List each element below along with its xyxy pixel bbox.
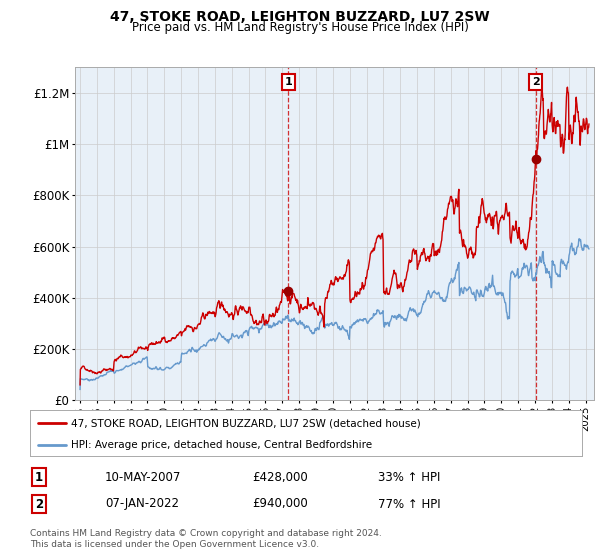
Text: 10-MAY-2007: 10-MAY-2007 [105,470,181,484]
Text: 1: 1 [35,470,43,484]
Text: HPI: Average price, detached house, Central Bedfordshire: HPI: Average price, detached house, Cent… [71,440,373,450]
Text: Price paid vs. HM Land Registry's House Price Index (HPI): Price paid vs. HM Land Registry's House … [131,21,469,34]
Text: 47, STOKE ROAD, LEIGHTON BUZZARD, LU7 2SW: 47, STOKE ROAD, LEIGHTON BUZZARD, LU7 2S… [110,10,490,24]
Text: Contains HM Land Registry data © Crown copyright and database right 2024.
This d: Contains HM Land Registry data © Crown c… [30,529,382,549]
Text: 2: 2 [35,497,43,511]
Text: 77% ↑ HPI: 77% ↑ HPI [378,497,440,511]
Text: 2: 2 [532,77,539,87]
Text: 33% ↑ HPI: 33% ↑ HPI [378,470,440,484]
Text: £428,000: £428,000 [252,470,308,484]
Text: 07-JAN-2022: 07-JAN-2022 [105,497,179,511]
Text: 1: 1 [284,77,292,87]
Text: 47, STOKE ROAD, LEIGHTON BUZZARD, LU7 2SW (detached house): 47, STOKE ROAD, LEIGHTON BUZZARD, LU7 2S… [71,418,421,428]
Text: £940,000: £940,000 [252,497,308,511]
